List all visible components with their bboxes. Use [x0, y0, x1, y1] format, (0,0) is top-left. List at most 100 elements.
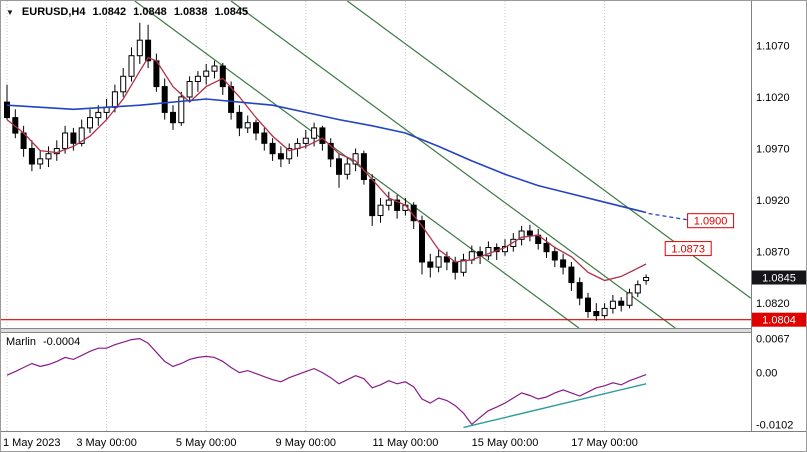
ma-slow-line — [6, 98, 647, 214]
panel-splitter[interactable] — [1, 328, 807, 333]
target-price-box: 1.0900 — [687, 213, 735, 229]
candle — [435, 249, 442, 273]
price-tick-label: 1.0970 — [756, 144, 790, 156]
candle — [145, 24, 152, 69]
candle — [344, 156, 351, 180]
price-tick-label: 1.0820 — [756, 298, 790, 310]
indicator-tick-label: 0.0067 — [756, 334, 790, 346]
time-tick-label: 3 May 00:00 — [76, 437, 137, 449]
support-price-box: 1.0804 — [752, 312, 806, 327]
candle — [244, 115, 251, 133]
candlestick-series — [4, 22, 650, 321]
candle — [634, 280, 641, 298]
candle — [551, 246, 558, 268]
candle — [136, 22, 143, 64]
price-tick-label: 1.1070 — [756, 40, 790, 52]
price-tick-label: 1.0920 — [756, 195, 790, 207]
price-tick-label: 1.0870 — [756, 247, 790, 259]
candle — [28, 140, 35, 172]
indicator-value: -0.0004 — [42, 336, 81, 348]
candle — [203, 63, 210, 85]
chart-shift-icon: ▼ — [6, 7, 14, 17]
candle — [186, 76, 193, 103]
candle — [560, 253, 567, 275]
candle — [443, 251, 450, 271]
candle — [277, 146, 284, 168]
candle — [626, 288, 633, 309]
channel-line — [230, 1, 676, 329]
candle — [45, 146, 52, 168]
candle — [120, 68, 127, 97]
candle — [336, 153, 342, 188]
candle — [643, 274, 650, 285]
time-tick-label: 9 May 00:00 — [276, 437, 337, 449]
candle — [253, 119, 259, 141]
time-tick-label: 15 May 00:00 — [472, 437, 539, 449]
time-axis — [1, 431, 806, 451]
candle — [170, 105, 176, 130]
candle — [385, 191, 392, 211]
candle — [153, 53, 160, 92]
candle — [394, 194, 401, 219]
candle — [302, 129, 309, 149]
candle — [178, 91, 185, 126]
candle — [87, 109, 93, 133]
candle — [161, 78, 168, 120]
symbol-timeframe-label: EURUSD,H4 — [21, 6, 86, 18]
candle — [95, 105, 102, 126]
time-tick-label: 1 May 2023 — [3, 437, 60, 449]
candle — [111, 84, 118, 113]
candle — [128, 47, 135, 82]
candle — [261, 127, 268, 151]
candle — [593, 303, 600, 321]
channel-line — [134, 1, 580, 329]
price-tick-label: 1.1020 — [756, 92, 790, 104]
indicator-header: Marlin -0.0004 — [6, 336, 80, 348]
candle — [269, 138, 276, 161]
candle — [526, 224, 533, 242]
open-value: 1.0842 — [92, 6, 127, 18]
candle — [53, 140, 60, 161]
candle — [535, 229, 542, 250]
svg-text:1.0845: 1.0845 — [762, 273, 796, 285]
candle — [211, 60, 218, 79]
candle — [585, 292, 591, 318]
bid-price-box: 1.0845 — [752, 270, 806, 285]
candle — [12, 109, 19, 139]
indicator-name: Marlin — [6, 336, 36, 348]
candle — [477, 246, 484, 264]
time-tick-label: 5 May 00:00 — [176, 437, 237, 449]
high-value: 1.0848 — [133, 6, 167, 18]
candle — [485, 241, 492, 260]
candle — [618, 297, 625, 312]
close-value: 1.0845 — [214, 6, 249, 18]
candle — [20, 125, 27, 157]
candle — [427, 253, 434, 278]
candle — [576, 277, 583, 306]
indicator-trendline — [463, 383, 647, 429]
candle — [601, 303, 608, 319]
marlin-line — [6, 337, 647, 426]
target-price-box: 1.0873 — [664, 241, 712, 257]
candle — [609, 295, 616, 314]
price-axis — [751, 1, 806, 431]
candle — [518, 225, 525, 246]
candle — [194, 71, 201, 92]
forecast-dashed-line — [648, 212, 687, 221]
indicator-tick-label: 0.00 — [756, 368, 777, 380]
time-tick-label: 11 May 00:00 — [372, 437, 438, 449]
svg-text:1.0873: 1.0873 — [671, 244, 705, 256]
candle — [37, 150, 44, 170]
candle — [568, 262, 575, 291]
candle — [460, 253, 467, 277]
candle — [4, 84, 10, 120]
ma-fast-line — [6, 56, 647, 282]
chart-ohlc-header: ▼ EURUSD,H4 1.0842 1.0848 1.0838 1.0845 — [6, 6, 248, 18]
candle — [327, 138, 334, 168]
low-value: 1.0838 — [173, 6, 208, 18]
candle — [286, 143, 293, 164]
svg-text:1.0804: 1.0804 — [762, 315, 796, 327]
time-tick-label: 17 May 00:00 — [571, 437, 638, 449]
